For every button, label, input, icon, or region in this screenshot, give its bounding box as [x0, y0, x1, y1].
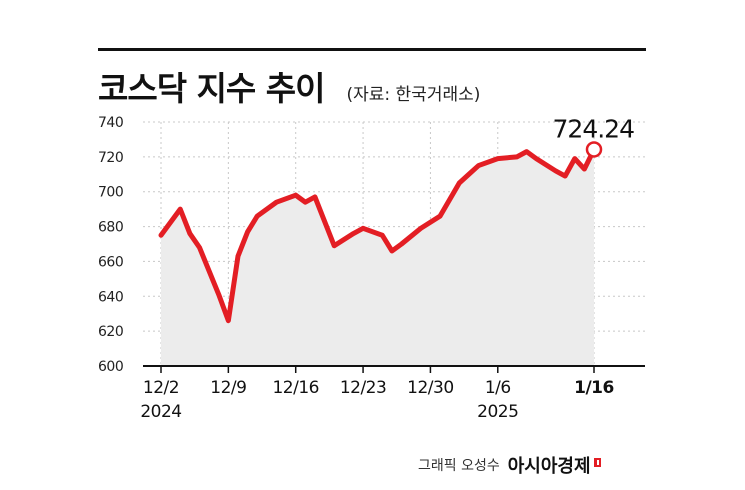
- axes: [143, 365, 645, 373]
- x-tick-year-label: 2024: [140, 402, 181, 422]
- x-tick-label: 12/9: [210, 378, 246, 398]
- y-tick-label: 720: [98, 150, 123, 166]
- x-tick-label: 1/16: [574, 378, 614, 398]
- source-note: (자료: 한국거래소): [346, 85, 481, 105]
- series-line: [158, 146, 597, 324]
- top-rule: [98, 48, 646, 51]
- x-tick-label: 12/23: [340, 378, 387, 398]
- area-fill: [161, 149, 594, 366]
- publisher-logo: 아시아경제: [507, 456, 591, 477]
- end-point-marker: [585, 141, 603, 158]
- y-tick-label: 660: [98, 254, 123, 270]
- chart-title: 코스닥 지수 추이: [98, 69, 325, 108]
- line-chart: 600 620 640 660 680 700 720 740 12/2 2024 12/9 12/1…: [98, 114, 645, 422]
- x-tick-label: 12/16: [272, 378, 319, 398]
- y-tick-label: 620: [98, 324, 123, 340]
- y-tick-label: 680: [98, 220, 123, 236]
- footer: 그래픽 오성수 아시아경제: [418, 452, 601, 478]
- publisher-mark-icon: [593, 457, 601, 467]
- end-marker: 724.24: [553, 114, 635, 158]
- graphic-credit: 그래픽 오성수: [418, 458, 500, 474]
- x-tick-label: 12/2: [143, 378, 179, 398]
- y-tick-label: 640: [98, 289, 123, 305]
- x-tick-label: 12/30: [407, 378, 454, 398]
- x-tick-label: 1/6: [485, 378, 511, 398]
- y-tick-label: 600: [98, 359, 123, 375]
- tick-labels: 600 620 640 660 680 700 720 740 12/2 2024 12/9 12/1…: [98, 115, 614, 422]
- x-tick-year-label: 2025: [477, 402, 518, 422]
- y-tick-label: 740: [98, 115, 123, 131]
- end-value-label: 724.24: [553, 114, 635, 143]
- y-tick-label: 700: [98, 185, 123, 201]
- title-row: 코스닥 지수 추이 (자료: 한국거래소): [98, 62, 480, 110]
